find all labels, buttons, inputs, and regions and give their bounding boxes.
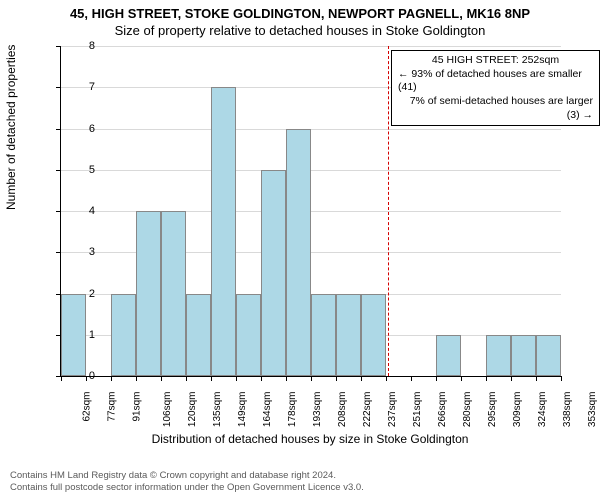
ytick-mark [56,252,61,253]
xtick-mark [511,376,512,381]
xtick-mark [436,376,437,381]
xtick-mark [211,376,212,381]
xtick-mark [386,376,387,381]
annotation-line1: 45 HIGH STREET: 252sqm [398,54,593,68]
histogram-bar [261,170,286,376]
gridline [61,46,561,47]
footer-line2: Contains full postcode sector informatio… [10,482,364,494]
xtick-label: 324sqm [537,392,548,428]
annotation-line2: ← 93% of detached houses are smaller (41… [398,68,593,95]
y-axis-label: Number of detached properties [4,45,18,210]
chart-title-line1: 45, HIGH STREET, STOKE GOLDINGTON, NEWPO… [0,0,600,21]
xtick-label: 178sqm [287,392,298,428]
histogram-bar [336,294,361,377]
histogram-bar [111,294,136,377]
reference-vline [388,46,389,376]
xtick-mark [486,376,487,381]
ytick-mark [56,211,61,212]
ytick-mark [56,170,61,171]
xtick-mark [536,376,537,381]
xtick-label: 251sqm [412,392,423,428]
histogram-bar [186,294,211,377]
xtick-label: 149sqm [237,392,248,428]
histogram-bar [136,211,161,376]
xtick-mark [236,376,237,381]
ytick-label: 5 [65,164,95,176]
histogram-bar [436,335,461,376]
xtick-label: 280sqm [462,392,473,428]
xtick-mark [136,376,137,381]
histogram-bar [511,335,536,376]
xtick-label: 222sqm [362,392,373,428]
chart-title-line2: Size of property relative to detached ho… [0,21,600,38]
histogram-bar [211,87,236,376]
xtick-mark [311,376,312,381]
xtick-label: 120sqm [187,392,198,428]
ytick-label: 2 [65,288,95,300]
xtick-mark [336,376,337,381]
xtick-label: 208sqm [337,392,348,428]
histogram-bar [286,129,311,377]
xtick-mark [461,376,462,381]
xtick-label: 266sqm [437,392,448,428]
xtick-label: 62sqm [82,392,93,422]
xtick-mark [61,376,62,381]
xtick-label: 353sqm [587,392,598,428]
x-axis-label: Distribution of detached houses by size … [60,432,560,446]
footer-attribution: Contains HM Land Registry data © Crown c… [10,470,364,494]
gridline [61,129,561,130]
xtick-mark [261,376,262,381]
xtick-mark [361,376,362,381]
histogram-bar [536,335,561,376]
xtick-label: 77sqm [107,392,118,422]
histogram-bar [311,294,336,377]
xtick-label: 135sqm [212,392,223,428]
ytick-label: 8 [65,40,95,52]
ytick-label: 7 [65,81,95,93]
ytick-label: 1 [65,329,95,341]
xtick-label: 106sqm [162,392,173,428]
xtick-mark [186,376,187,381]
ytick-label: 3 [65,246,95,258]
ytick-mark [56,46,61,47]
gridline [61,170,561,171]
ytick-mark [56,129,61,130]
xtick-mark [411,376,412,381]
xtick-label: 309sqm [512,392,523,428]
xtick-mark [111,376,112,381]
ytick-label: 6 [65,123,95,135]
xtick-label: 295sqm [487,392,498,428]
xtick-label: 237sqm [387,392,398,428]
annotation-box: 45 HIGH STREET: 252sqm← 93% of detached … [391,50,600,126]
ytick-label: 0 [65,370,95,382]
xtick-label: 91sqm [132,392,143,422]
ytick-mark [56,87,61,88]
footer-line1: Contains HM Land Registry data © Crown c… [10,470,364,482]
histogram-bar [161,211,186,376]
xtick-label: 338sqm [562,392,573,428]
histogram-bar [361,294,386,377]
ytick-label: 4 [65,205,95,217]
xtick-label: 193sqm [312,392,323,428]
annotation-line3: 7% of semi-detached houses are larger (3… [398,95,593,122]
histogram-bar [236,294,261,377]
xtick-mark [161,376,162,381]
xtick-label: 164sqm [262,392,273,428]
histogram-bar [486,335,511,376]
xtick-mark [286,376,287,381]
xtick-mark [561,376,562,381]
